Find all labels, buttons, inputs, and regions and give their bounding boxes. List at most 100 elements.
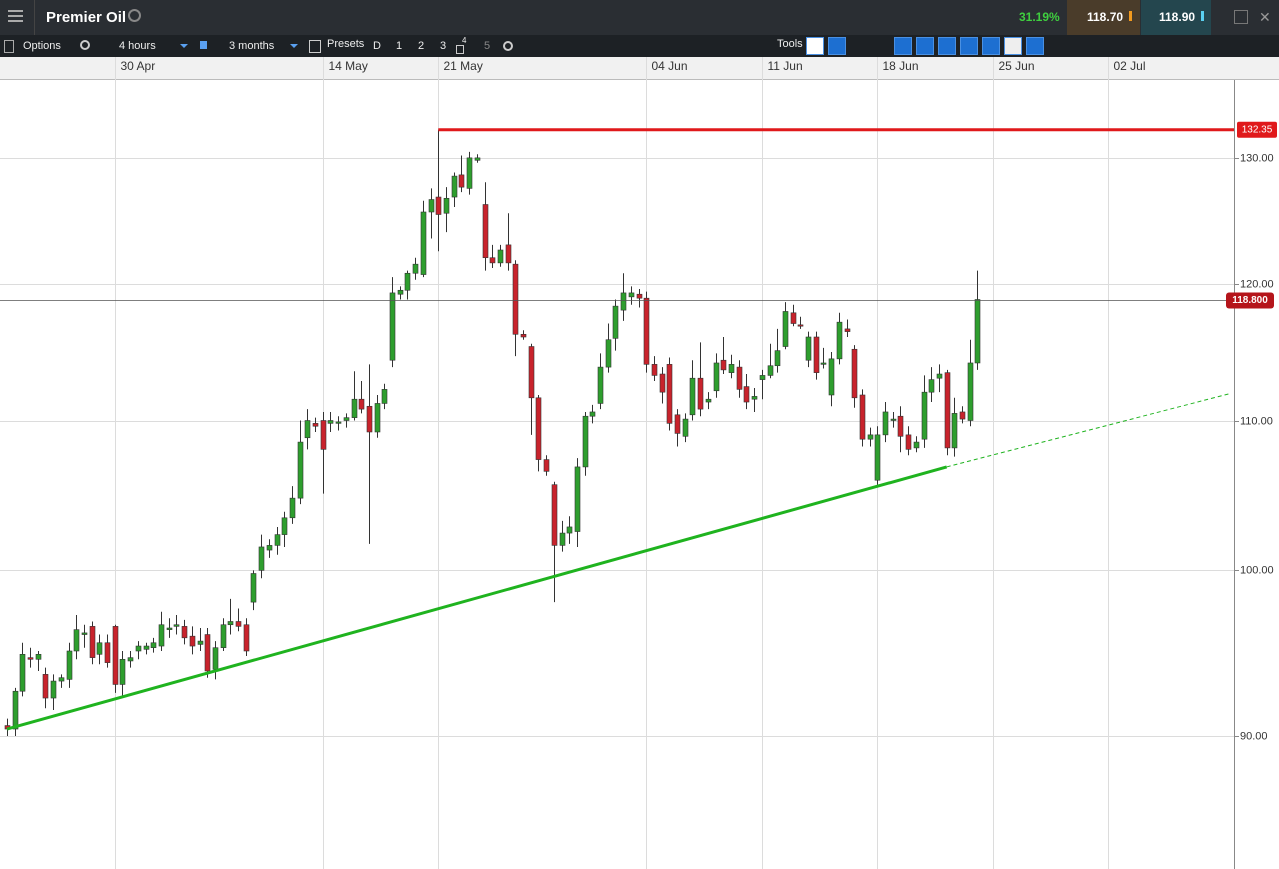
y-tick-label: 110.00: [1240, 415, 1273, 427]
candle-body: [12, 690, 19, 730]
preset-button[interactable]: D: [373, 40, 381, 52]
trendline-extension: [946, 393, 1231, 468]
candle-body: [974, 299, 981, 364]
buy-price: 118.90: [1159, 10, 1196, 24]
search-icon[interactable]: [128, 9, 141, 22]
tool-button[interactable]: [938, 37, 956, 55]
x-tick-label: 30 Apr: [121, 59, 156, 73]
tool-button[interactable]: [894, 37, 912, 55]
tool-button[interactable]: [916, 37, 934, 55]
settings-icon[interactable]: [80, 40, 90, 50]
lock-icon[interactable]: [200, 41, 207, 49]
tool-button[interactable]: [806, 37, 824, 55]
down-arrow: [1129, 11, 1132, 21]
y-tick-label: 100.00: [1240, 564, 1274, 576]
candle-body: [112, 626, 119, 685]
candle-body: [404, 272, 411, 291]
candle-body: [913, 441, 920, 449]
preset-button[interactable]: 2: [418, 40, 425, 52]
candle-body: [381, 389, 388, 404]
candle-body: [620, 292, 627, 311]
candle-body: [143, 645, 150, 650]
resistance-label: 132.35: [1242, 124, 1273, 135]
tool-button[interactable]: [1004, 37, 1022, 55]
tools-label: Tools: [777, 38, 803, 50]
candle-body: [266, 545, 273, 551]
candle-body: [58, 677, 65, 682]
candle-body: [959, 411, 966, 420]
x-tick-label: 11 Jun: [768, 59, 803, 73]
resistance-label-box: [1237, 121, 1277, 138]
menu-icon[interactable]: [8, 10, 23, 12]
candle-body: [489, 257, 496, 264]
sell-price-box[interactable]: 118.70: [1067, 0, 1140, 35]
tool-button[interactable]: [1026, 37, 1044, 55]
candle-body: [127, 657, 134, 662]
candle-body: [520, 333, 527, 338]
tool-button[interactable]: [982, 37, 1000, 55]
candle-body: [50, 680, 57, 699]
candle-body: [366, 405, 373, 433]
candle-body: [605, 339, 612, 368]
sell-price: 118.70: [1087, 10, 1124, 24]
candle-body: [343, 417, 350, 421]
preset-button[interactable]: 5: [484, 40, 491, 52]
divider: [34, 0, 35, 35]
preset-button[interactable]: 3: [440, 40, 447, 52]
candle-body: [204, 634, 211, 672]
candle-body: [389, 292, 396, 361]
candle-body: [435, 196, 442, 215]
candle-body: [759, 375, 766, 380]
candle-body: [374, 403, 381, 433]
candle-body: [482, 204, 489, 259]
buy-price-box[interactable]: 118.90: [1141, 0, 1211, 35]
candle-body: [589, 411, 596, 417]
candle-body: [705, 398, 712, 403]
candle-body: [104, 642, 111, 663]
candle-body: [96, 642, 103, 655]
candle-body: [921, 391, 928, 440]
candle-body: [297, 441, 304, 499]
calendar-icon[interactable]: [309, 40, 321, 53]
instrument-title: Premier Oil: [46, 9, 127, 26]
candle-body: [458, 174, 465, 188]
popout-icon[interactable]: [1234, 10, 1248, 24]
candle-body: [320, 420, 327, 450]
tool-button[interactable]: [872, 37, 890, 55]
candle-body: [751, 396, 758, 400]
range-select[interactable]: 3 months: [229, 40, 275, 52]
last-price-label: 118.800: [1232, 295, 1268, 306]
candle-body: [474, 157, 481, 161]
interval-select[interactable]: 4 hours: [119, 40, 156, 52]
candle-body: [220, 624, 227, 648]
settings-icon[interactable]: [503, 41, 513, 51]
header: Premier Oil 31.19% 118.70 118.90 ✕: [0, 0, 1279, 35]
candle-body: [512, 263, 519, 335]
candle-body: [689, 377, 696, 416]
preset-button[interactable]: 4: [462, 36, 467, 45]
preset-button[interactable]: 1: [396, 40, 403, 52]
x-tick-label: 21 May: [444, 59, 483, 73]
candle-body: [197, 640, 204, 645]
candle-body: [612, 305, 619, 339]
candle-body: [420, 211, 427, 275]
tool-button[interactable]: [960, 37, 978, 55]
candle-body: [451, 175, 458, 198]
candle-body: [674, 414, 681, 434]
tool-button[interactable]: [850, 37, 868, 55]
tool-button[interactable]: [828, 37, 846, 55]
options-button[interactable]: Options: [23, 40, 61, 52]
candle-body: [659, 373, 666, 393]
candle-body: [274, 534, 281, 546]
candle-body: [42, 674, 49, 699]
candle-body: [158, 624, 165, 647]
candle-body: [227, 621, 234, 626]
candle-body: [304, 420, 311, 439]
candle-body: [828, 358, 835, 396]
close-icon[interactable]: ✕: [1259, 9, 1271, 25]
candle-body: [867, 434, 874, 440]
candle-body: [967, 362, 974, 421]
candle-body: [944, 372, 951, 449]
date-axis-band: [0, 57, 1279, 80]
